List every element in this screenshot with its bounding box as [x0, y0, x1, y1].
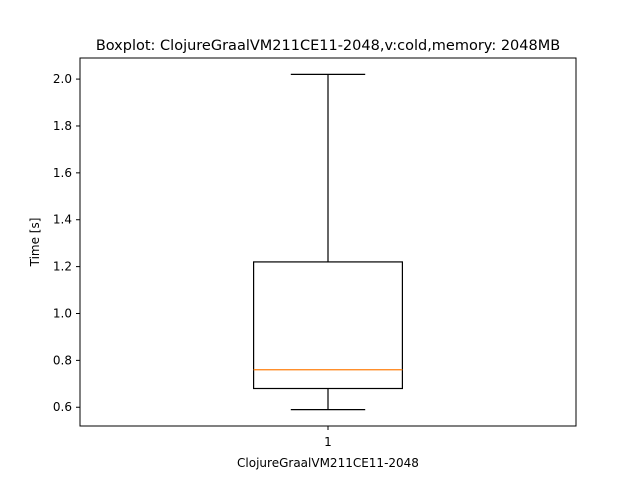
y-tick-label: 1.8 [53, 119, 72, 133]
y-tick-label: 1.6 [53, 166, 72, 180]
y-axis-label: Time [s] [28, 218, 42, 268]
y-tick-label: 0.8 [53, 353, 72, 367]
x-tick-label: 1 [324, 435, 332, 449]
axes-frame [79, 57, 577, 427]
box-iqr [253, 261, 404, 390]
y-tick-label: 2.0 [53, 72, 72, 86]
chart-title: Boxplot: ClojureGraalVM211CE11-2048,v:co… [96, 38, 560, 54]
plot-area: 0.6 0.8 1.0 1.2 1.4 1.6 1.8 2.0 1 [53, 72, 404, 449]
y-tick-label: 1.0 [53, 306, 72, 320]
y-tick-label: 1.2 [53, 260, 72, 274]
y-tick-label: 0.6 [53, 400, 72, 414]
x-axis-label: ClojureGraalVM211CE11-2048 [237, 456, 419, 470]
y-tick-label: 1.4 [53, 213, 72, 227]
